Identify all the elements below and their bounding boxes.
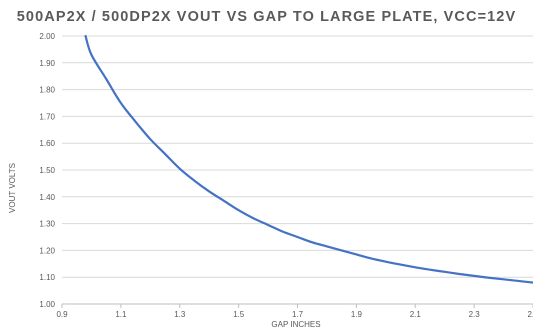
x-tick-label: 2.3 (469, 310, 481, 319)
chart-title: 500AP2X / 500DP2X VOUT VS GAP TO LARGE P… (16, 9, 517, 25)
series-layer (84, 34, 533, 284)
gridlines (62, 35, 533, 278)
y-tick-label: 1.00 (39, 300, 55, 309)
y-tick-label: 1.50 (39, 166, 55, 175)
y-axis-title: VOUT VOLTS (8, 163, 17, 213)
x-tick-label: 0.9 (56, 310, 68, 319)
x-tick-label: 1.1 (115, 310, 127, 319)
y-tick-label: 1.80 (39, 86, 55, 95)
x-tick-label: 2.5 (527, 310, 533, 319)
y-tick-label: 1.60 (39, 139, 55, 148)
y-tick-label: 2.00 (39, 32, 55, 41)
y-tick-label: 1.40 (39, 193, 55, 202)
x-axis-title: GAP INCHES (271, 320, 320, 328)
y-tick-labels: 1.00 1.10 1.20 1.30 1.40 1.50 1.60 1.70 1.80 1.90… (39, 32, 55, 309)
x-tick-labels: 0.9 1.1 1.3 1.5 1.7 1.9 2.1 2.3 2.5 (56, 310, 533, 319)
y-tick-label: 1.30 (39, 220, 55, 229)
x-tick-label: 2.1 (410, 310, 422, 319)
y-tick-label: 1.20 (39, 246, 55, 255)
axes (61, 303, 533, 308)
x-tick-label: 1.9 (351, 310, 363, 319)
x-tick-label: 1.7 (292, 310, 304, 319)
x-tick-label: 1.3 (174, 310, 186, 319)
y-tick-label: 1.90 (39, 59, 55, 68)
series-line-0 (84, 34, 533, 284)
y-tick-label: 1.70 (39, 112, 55, 121)
x-tick-label: 1.5 (233, 310, 245, 319)
y-tick-label: 1.10 (39, 273, 55, 282)
